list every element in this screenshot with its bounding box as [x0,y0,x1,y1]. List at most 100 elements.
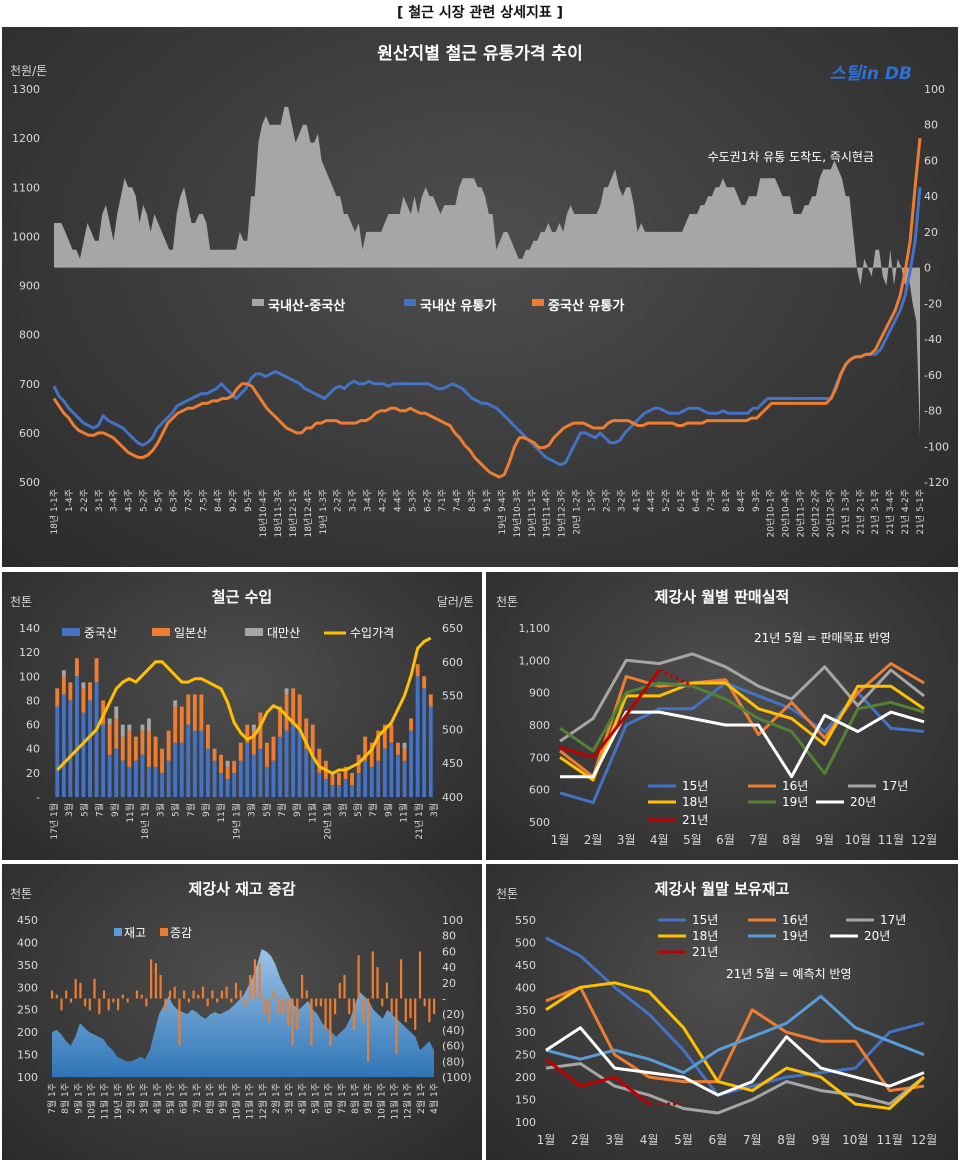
x-tick-label: 7월 1주 [336,1083,348,1114]
x-tick-label: 3월 1주 [138,1083,150,1114]
y-tick-label: 250 [17,1004,38,1017]
x-tick-label: 19년11-4주 [542,489,553,537]
china-bar [225,778,230,797]
change-bar [263,998,266,1015]
change-bar [428,998,431,1023]
chart-annotation: 수도권1차 유통 도착도, 즉시현금 [708,150,874,164]
x-tick-label: 7월 [743,1133,762,1147]
china-bar [186,724,191,797]
x-tick-label: 3-4주 [363,489,374,512]
japan-bar [179,706,184,743]
y-tick-label: 1000 [12,230,40,243]
y2-tick-label: 40 [442,961,456,974]
change-bar [362,998,365,1023]
japan-bar [258,712,263,749]
y-tick-label: 350 [17,959,38,972]
change-bar [154,963,157,999]
change-bar [348,998,351,1015]
x-tick-label: 11월 [398,803,410,823]
y2-tick-label: 80 [924,119,938,132]
x-tick-label: 8월 [777,1133,796,1147]
china-bar [317,772,322,797]
change-bar [324,998,327,1030]
legend-label: 18년 [682,795,708,809]
y2-tick-label: -80 [924,405,942,418]
x-tick-label: 10월 1주 [375,1083,387,1120]
japan-bar [330,772,335,785]
x-tick-label: 4-4주 [646,489,657,512]
x-tick-label: 5월 [674,1133,693,1147]
change-bar [201,986,205,999]
change-bar [381,998,384,1007]
china-bar [55,706,60,797]
steelin-logo: 스틸in DB [830,64,912,84]
change-bar [305,990,308,999]
china-bar [382,748,387,797]
change-bar [343,975,346,999]
change-bar [301,975,304,999]
x-tick-label: 3월 [605,1133,624,1147]
y2-tick-label: 550 [442,690,463,703]
x-tick-label: 7-1주 [437,489,448,512]
y2-tick-label: 100 [924,83,945,96]
x-tick-label: 12월 1주 [402,1083,414,1120]
x-tick-label: 2-3주 [601,489,612,512]
legend-swatch [152,628,170,636]
china-bar [291,724,296,797]
series-line [545,1026,925,1097]
x-tick-label: 3-1주 [348,489,359,512]
x-tick-label: 1-4주 [64,489,75,512]
x-tick-label: 9월 [109,803,121,817]
japan-bar [133,736,138,761]
y-tick-label: 100 [17,1071,38,1084]
x-tick-label: 21년 4-2주 [900,489,911,535]
change-bar [206,998,209,1007]
x-tick-label: 4월 1주 [151,1083,163,1114]
china-bar [75,676,79,797]
y-tick-label: 450 [515,959,536,972]
y-tick-label: 500 [529,816,550,829]
change-bar [371,951,374,999]
change-bar [286,998,289,1026]
change-bar [258,963,261,999]
x-tick-label: 7월 1주 [46,1083,58,1114]
japan-bar [160,748,164,773]
x-tick-label: 12월 [911,1133,937,1147]
chart-annotation: 21년 5월 = 판매목표 반영 [754,631,891,645]
x-tick-label: 7월 [276,803,288,817]
change-bar [117,998,120,1011]
china-bar [166,760,171,797]
chart-title: 제강사 재고 증감 [188,880,295,898]
china-bar [232,772,237,797]
x-tick-label: 3월 [337,803,349,817]
x-tick-label: 5월 [170,803,182,817]
japan-bar [415,664,420,677]
japan-bar [94,658,99,683]
x-tick-label: 3-4주 [109,489,120,512]
y2-tick-label: 650 [442,622,463,635]
y2-tick-label: -60 [924,369,942,382]
x-tick-label: 11월 [878,833,904,847]
legend-label: 20년 [864,929,890,943]
y-tick-label: 900 [19,280,40,293]
y-tick-label: 200 [17,1026,38,1039]
change-bar [376,967,379,999]
x-tick-label: 17년 1월 [48,803,60,840]
y2-tick-label: 450 [442,757,463,770]
change-bar [79,982,82,999]
x-tick-label: 5월 1주 [309,1083,321,1114]
x-tick-label: 6월 [716,833,735,847]
y2-tick-label: (20) [442,1008,465,1021]
y2-tick-label: -20 [924,297,942,310]
legend-label: 증감 [170,926,192,940]
y-tick-label: 550 [515,914,536,927]
x-tick-label: 8월 1주 [204,1083,216,1114]
change-bar [319,998,322,1007]
x-tick-label: 6월 1주 [323,1083,335,1114]
legend-label: 일본산 [174,626,207,640]
y-tick-label: 300 [17,981,38,994]
chart-title: 제강사 월말 보유재고 [655,880,790,898]
japan-bar [284,694,289,731]
x-tick-label: 20년12-2주 [811,489,822,537]
china-bar [81,712,86,797]
